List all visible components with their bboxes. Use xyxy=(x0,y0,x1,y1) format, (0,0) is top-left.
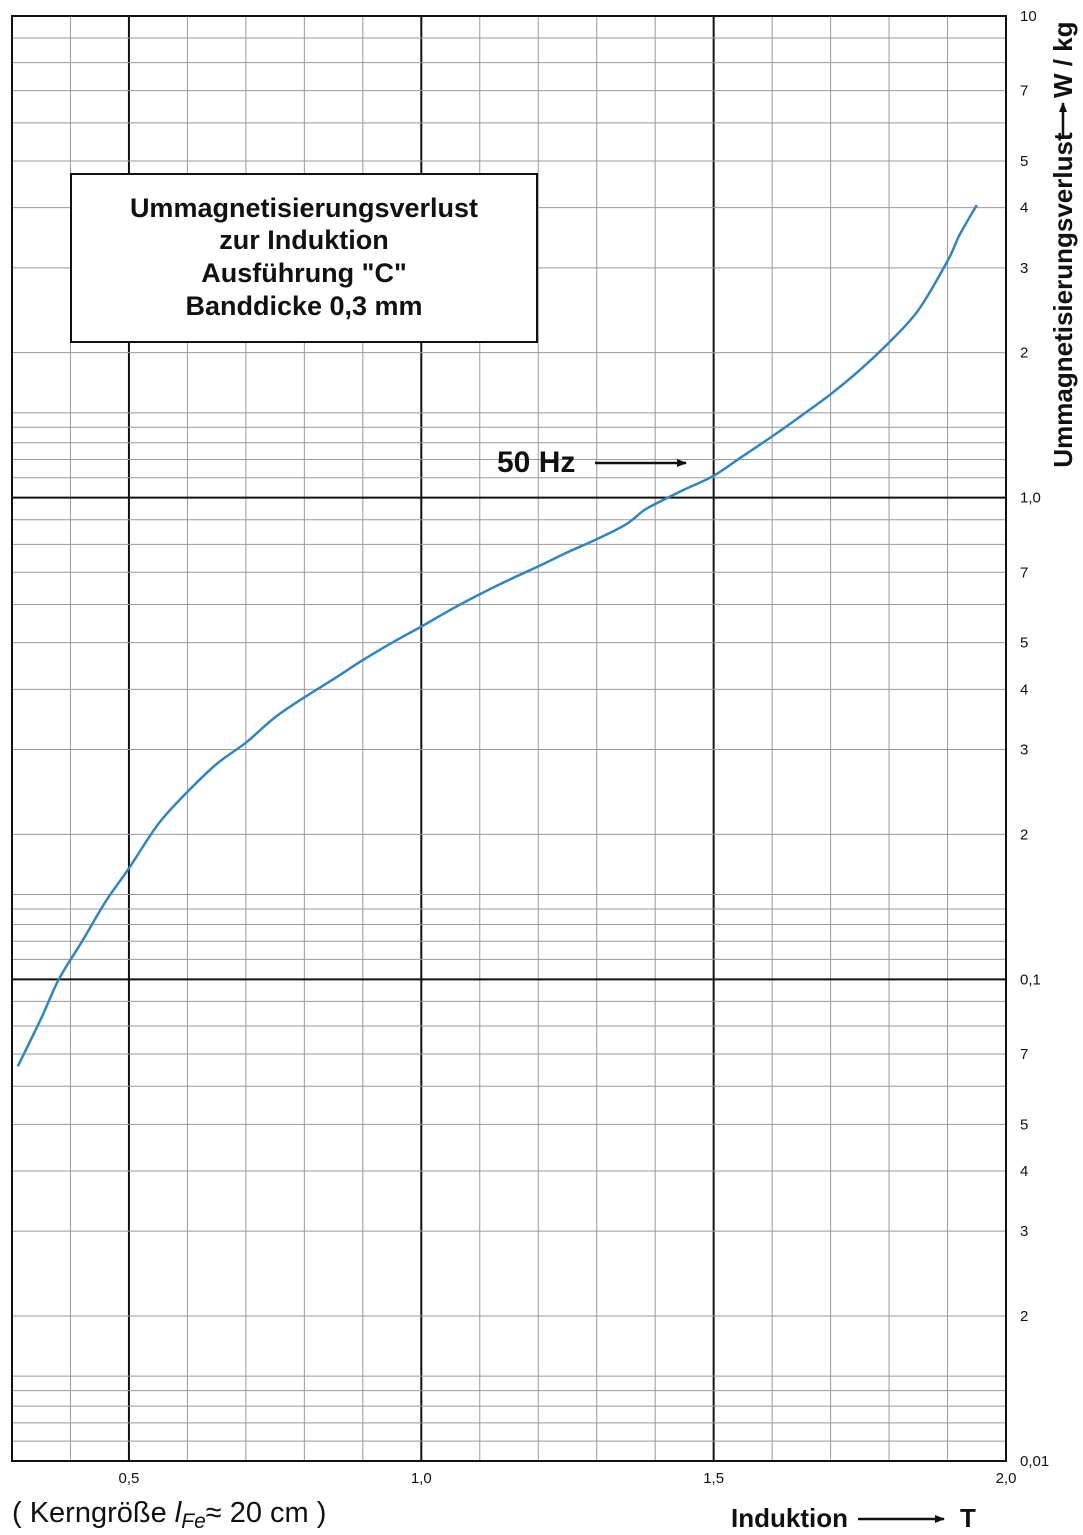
tick-labels: 0,5 1,0 1,5 2,0 10 7 5 4 3 2 1,0 7 5 4 3 2 0,1 7 5 4 3 2 0,01 xyxy=(119,8,1050,1487)
title-box: Ummagnetisierungsverlust zur Induktion A… xyxy=(70,173,538,343)
y-tick-label: 4 xyxy=(1020,200,1028,217)
x-axis-title: Induktion xyxy=(731,1503,848,1533)
x-tick-label: 0,5 xyxy=(119,1470,140,1487)
y-axis-label: Ummagnetisierungsverlust xyxy=(1048,132,1078,468)
title-line-1: Ummagnetisierungsverlust xyxy=(130,193,478,223)
core-size-suffix: ≈ 20 cm ) xyxy=(206,1497,327,1529)
y-tick-label: 10 xyxy=(1020,8,1037,25)
title-line-2: zur Induktion xyxy=(219,225,388,255)
plot-frame xyxy=(11,15,1007,1462)
x-tick-label: 1,0 xyxy=(411,1470,432,1487)
annotation-50hz: 50 Hz xyxy=(497,446,687,479)
core-size-note: ( Kerngröße lFe≈ 20 cm ) xyxy=(12,1497,326,1533)
y-tick-label: 2 xyxy=(1020,1308,1028,1325)
y-tick-label: 0,1 xyxy=(1020,971,1041,988)
x-axis-unit: T xyxy=(960,1503,976,1533)
series-line-50hz xyxy=(16,204,978,1067)
y-axis-title: Ummagnetisierungsverlust xyxy=(1048,132,1078,468)
y-tick-label: 4 xyxy=(1020,681,1028,698)
y-tick-label: 3 xyxy=(1020,260,1028,277)
y-tick-label: 2 xyxy=(1020,345,1028,362)
core-size-symbol: l xyxy=(175,1497,183,1529)
y-tick-label: 3 xyxy=(1020,742,1028,759)
x-tick-label: 2,0 xyxy=(996,1470,1017,1487)
y-tick-label: 3 xyxy=(1020,1223,1028,1240)
y-tick-label: 7 xyxy=(1020,83,1028,100)
y-tick-label: 1,0 xyxy=(1020,490,1041,507)
x-axis-label: Induktion T xyxy=(731,1503,976,1533)
y-tick-label: 5 xyxy=(1020,635,1028,652)
y-tick-label: 5 xyxy=(1020,1116,1028,1133)
y-tick-label: 2 xyxy=(1020,826,1028,843)
y-tick-label: 5 xyxy=(1020,153,1028,170)
core-size-subscript: Fe xyxy=(181,1510,206,1533)
x-tick-label: 1,5 xyxy=(703,1470,724,1487)
y-tick-label: 4 xyxy=(1020,1163,1028,1180)
y-tick-label: 0,01 xyxy=(1020,1453,1049,1470)
y-tick-label: 7 xyxy=(1020,564,1028,581)
title-line-4: Banddicke 0,3 mm xyxy=(185,291,422,321)
title-line-3: Ausführung "C" xyxy=(201,258,407,288)
core-size-prefix: ( Kerngröße xyxy=(12,1497,175,1529)
y-axis-unit-label: W / kg xyxy=(1048,21,1078,98)
annotation-label: 50 Hz xyxy=(497,446,575,479)
y-axis-unit: W / kg xyxy=(1048,21,1078,138)
y-tick-label: 7 xyxy=(1020,1046,1028,1063)
